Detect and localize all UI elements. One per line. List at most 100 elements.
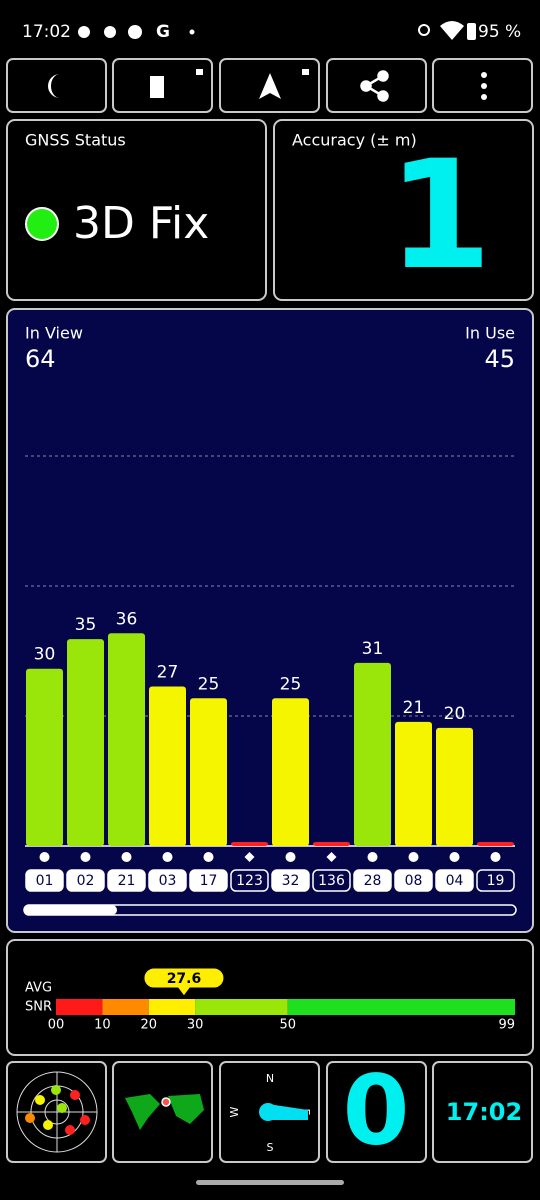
sat-id: 03	[159, 873, 177, 889]
skyplot-icon	[16, 1071, 98, 1153]
snr-bar	[313, 842, 350, 846]
value-tile[interactable]	[326, 1061, 427, 1163]
gnss-status-value: 3D Fix	[73, 198, 209, 249]
sat-id-box	[394, 869, 433, 892]
arrow-icon	[259, 73, 281, 99]
battery-icon	[467, 23, 476, 40]
constellation-marker	[162, 852, 173, 862]
sat-id-box	[312, 869, 351, 892]
snr-label: 36	[116, 609, 138, 629]
in-use-value: 45	[484, 345, 515, 373]
snr-bar	[231, 842, 268, 846]
sat-id-box	[107, 869, 146, 892]
compass-needle	[259, 1103, 308, 1121]
snr-bar	[354, 662, 391, 846]
gnss-status-title: GNSS Status	[25, 131, 126, 150]
world-map	[125, 1094, 204, 1130]
position-marker	[161, 1097, 171, 1107]
compass-s: S	[267, 1141, 274, 1154]
wifi-icon	[440, 21, 464, 40]
status-icon	[189, 29, 195, 35]
snr-label: 25	[280, 674, 302, 694]
constellation-marker	[367, 852, 378, 862]
lock-icon	[196, 69, 203, 75]
night-button[interactable]	[6, 58, 107, 113]
status-icon	[78, 26, 90, 38]
snr-band	[287, 999, 515, 1015]
sat-id: 02	[77, 873, 95, 889]
snr-band	[195, 999, 288, 1015]
sat-id: 32	[282, 873, 300, 889]
scroll-thumb[interactable]	[24, 905, 117, 915]
fix-indicator	[25, 207, 59, 241]
person-icon	[150, 76, 164, 98]
snr-bar	[26, 668, 63, 846]
clock-tile[interactable]	[432, 1061, 533, 1163]
sat-id: 01	[36, 873, 54, 889]
status-icon: G	[156, 22, 170, 42]
in-view-value: 64	[25, 345, 56, 373]
snr-bar	[272, 698, 309, 846]
constellation-marker	[408, 852, 419, 862]
snr-band	[148, 999, 196, 1015]
in-use-label: In Use	[465, 324, 515, 343]
compass-n: N	[266, 1072, 274, 1085]
sat-id: 04	[446, 873, 464, 889]
menu-icon	[481, 72, 487, 100]
snr-bar	[190, 698, 227, 846]
status-time: 17:02	[22, 22, 71, 42]
skyplot-dots	[25, 1085, 90, 1135]
sat-id: 28	[364, 873, 382, 889]
snr-tick-label: 30	[187, 1018, 204, 1033]
map-tile[interactable]	[112, 1061, 213, 1163]
sat-id-box	[230, 869, 269, 892]
sat-id: 17	[200, 873, 218, 889]
snr-label: 27	[157, 662, 179, 682]
constellation-marker	[326, 852, 337, 862]
snr-band	[56, 999, 103, 1015]
tile-value: 0	[343, 1054, 410, 1166]
sat-id-box	[66, 869, 105, 892]
sat-id-box	[435, 869, 474, 892]
avg-value: 27.6	[167, 971, 202, 987]
compass-w: W	[228, 1106, 241, 1117]
constellation-marker	[203, 852, 214, 862]
constellation-marker	[39, 852, 50, 862]
snr-bar	[108, 633, 145, 846]
constellation-marker	[80, 852, 91, 862]
snr-label: 35	[75, 615, 97, 635]
accuracy-title: Accuracy (± m)	[292, 131, 417, 150]
snr-label: 21	[403, 698, 425, 718]
share-button[interactable]	[326, 58, 427, 113]
sat-id-box	[25, 869, 64, 892]
constellation-marker	[244, 852, 255, 862]
share-icon	[360, 70, 389, 102]
snr-tick-label: 00	[48, 1018, 65, 1033]
snr-bar	[477, 842, 514, 846]
constellation-marker	[121, 852, 132, 862]
avg-marker	[143, 967, 225, 997]
snr-label: 25	[198, 674, 220, 694]
gnss-status-panel	[6, 119, 267, 301]
snr-band	[102, 999, 149, 1015]
accuracy-panel	[273, 119, 534, 301]
snr-label: 30	[34, 645, 56, 665]
constellation-marker	[449, 852, 460, 862]
nav-handle[interactable]	[196, 1180, 344, 1185]
moon-icon	[48, 74, 60, 98]
snr-tick-label: 99	[498, 1018, 515, 1033]
lock-icon	[302, 69, 309, 75]
snr-bar	[436, 727, 473, 846]
status-icon	[128, 25, 142, 39]
status-icon	[104, 26, 116, 38]
sat-id: 21	[118, 873, 136, 889]
snr-tick-label: 10	[94, 1018, 111, 1033]
snr-tick-label: 20	[140, 1018, 157, 1033]
snr-bar	[395, 721, 432, 846]
snr-bar	[67, 639, 104, 846]
sat-id-box	[148, 869, 187, 892]
sat-id-box	[189, 869, 228, 892]
constellation-marker	[490, 852, 501, 862]
snr-bar	[149, 686, 186, 846]
